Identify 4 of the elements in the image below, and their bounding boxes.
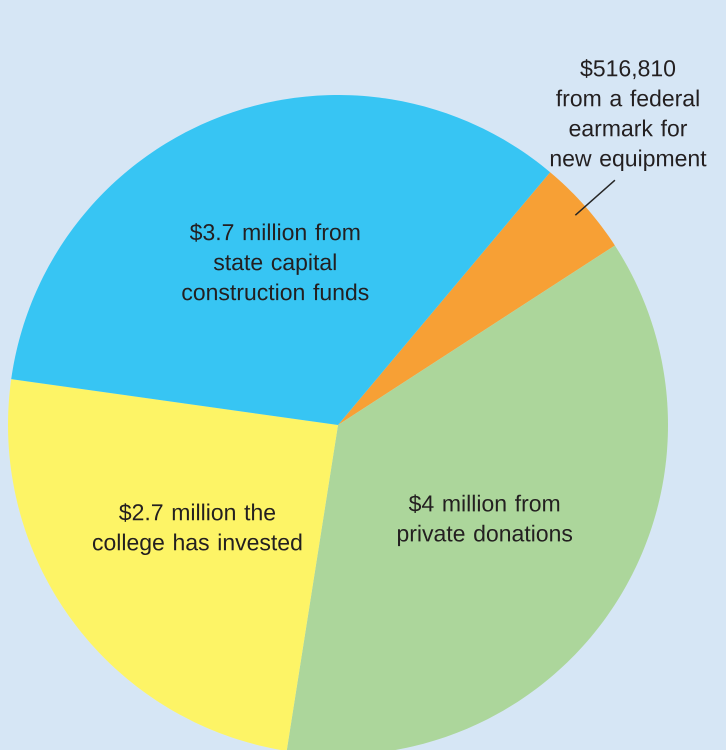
slice-label: $3.7 million from state capital construction funds [182, 223, 368, 300]
slice-label: $2.7 million the college has invested [92, 503, 302, 555]
slice-label: $516,810 from a federal earmark for new equipment [550, 59, 706, 171]
slice-label: $4 million from private donations [398, 494, 572, 546]
